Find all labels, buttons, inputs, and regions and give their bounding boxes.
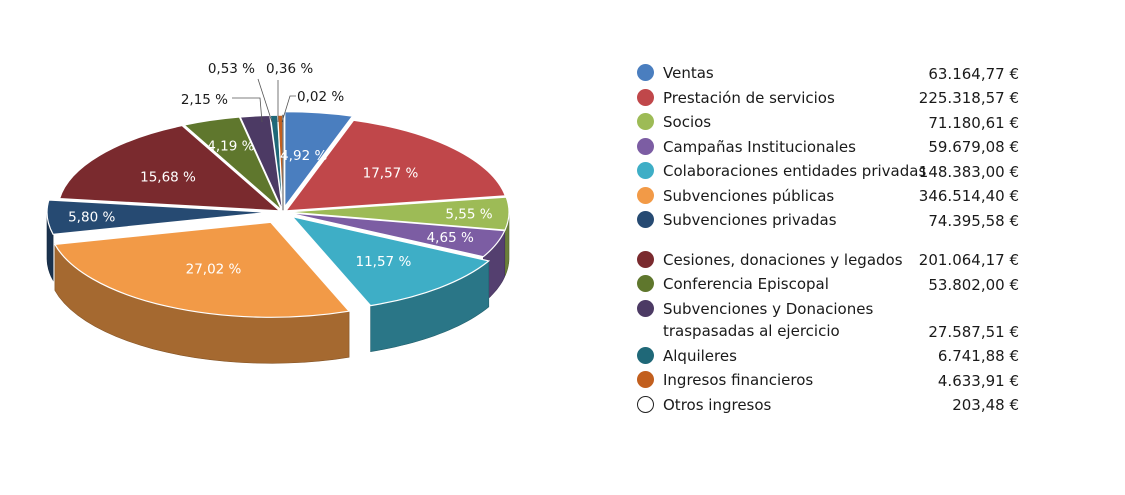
legend-value: 6.741,88 € bbox=[938, 345, 1019, 367]
pie-percent-label: 27,02 % bbox=[186, 262, 242, 278]
legend-row-socios: Socios 71.180,61 € bbox=[634, 111, 1029, 136]
legend-value: 71.180,61 € bbox=[928, 112, 1019, 134]
pie-percent-label: 15,68 % bbox=[140, 170, 196, 186]
legend-swatch bbox=[637, 138, 654, 155]
legend-value: 27.587,51 € bbox=[928, 321, 1019, 343]
pie-percent-label: 4,19 % bbox=[207, 138, 254, 154]
legend-value: 346.514,40 € bbox=[919, 185, 1019, 207]
pie-percent-label: 5,55 % bbox=[445, 206, 492, 222]
legend-row-subvenciones-publicas: Subvenciones públicas 346.514,40 € bbox=[634, 185, 1029, 210]
pie-percent-label: 5,80 % bbox=[68, 209, 115, 225]
legend-value: 148.383,00 € bbox=[919, 161, 1019, 183]
legend-row-ingresos-financieros: Ingresos financieros 4.633,91 € bbox=[634, 369, 1029, 394]
legend-swatch bbox=[637, 187, 654, 204]
legend-swatch bbox=[637, 113, 654, 130]
legend-swatch bbox=[637, 275, 654, 292]
legend-label: Ventas bbox=[663, 62, 714, 84]
legend-swatch bbox=[637, 162, 654, 179]
legend-row-subvenciones-privadas: Subvenciones privadas 74.395,58 € bbox=[634, 209, 1029, 234]
legend-label: Subvenciones públicas bbox=[663, 185, 834, 207]
legend-swatch bbox=[637, 251, 654, 268]
legend-label: Prestación de servicios bbox=[663, 87, 835, 109]
legend-swatch bbox=[637, 371, 654, 388]
pie-percent-label: 0,36 % bbox=[266, 61, 313, 77]
legend-swatch bbox=[637, 211, 654, 228]
pie-percent-label: 4,92 % bbox=[280, 148, 327, 164]
legend-swatch bbox=[637, 89, 654, 106]
legend-swatch bbox=[637, 64, 654, 81]
legend-swatch bbox=[637, 396, 654, 413]
legend-label: Ingresos financieros bbox=[663, 369, 813, 391]
legend: Ventas 63.164,77 € Prestación de servici… bbox=[634, 62, 1029, 418]
legend-label: Colaboraciones entidades privadas bbox=[663, 160, 926, 182]
legend-row-ventas: Ventas 63.164,77 € bbox=[634, 62, 1029, 87]
legend-value: 225.318,57 € bbox=[919, 87, 1019, 109]
legend-value: 4.633,91 € bbox=[938, 370, 1019, 392]
legend-row-campanas-institucionales: Campañas Institucionales 59.679,08 € bbox=[634, 136, 1029, 161]
pie-percent-label: 11,57 % bbox=[356, 254, 412, 270]
legend-label: Alquileres bbox=[663, 345, 737, 367]
legend-row-colaboraciones-privadas: Colaboraciones entidades privadas 148.38… bbox=[634, 160, 1029, 185]
legend-row-conferencia-episcopal: Conferencia Episcopal 53.802,00 € bbox=[634, 273, 1029, 298]
legend-label: Socios bbox=[663, 111, 711, 133]
legend-value: 53.802,00 € bbox=[928, 274, 1019, 296]
legend-label: Subvenciones y Donaciones traspasadas al… bbox=[663, 298, 893, 343]
legend-label: Conferencia Episcopal bbox=[663, 273, 829, 295]
legend-row-cesiones-donaciones: Cesiones, donaciones y legados 201.064,1… bbox=[634, 249, 1029, 274]
pie-tops bbox=[47, 112, 509, 318]
legend-value: 201.064,17 € bbox=[919, 249, 1019, 271]
legend-value: 74.395,58 € bbox=[928, 210, 1019, 232]
legend-value: 203,48 € bbox=[952, 394, 1019, 416]
legend-row-alquileres: Alquileres 6.741,88 € bbox=[634, 345, 1029, 370]
legend-swatch bbox=[637, 347, 654, 364]
legend-row-otros-ingresos: Otros ingresos 203,48 € bbox=[634, 394, 1029, 419]
legend-swatch bbox=[637, 300, 654, 317]
pie-chart: 4,92 % 17,57 % 5,55 % 4,65 % 11,57 % 27,02 % 5… bbox=[0, 0, 590, 491]
legend-label: Otros ingresos bbox=[663, 394, 771, 416]
legend-label: Campañas Institucionales bbox=[663, 136, 856, 158]
pie-percent-label: 17,57 % bbox=[363, 166, 419, 182]
pie-percent-label: 2,15 % bbox=[181, 92, 228, 108]
legend-label: Subvenciones privadas bbox=[663, 209, 837, 231]
legend-row-subvenciones-traspasadas: Subvenciones y Donaciones traspasadas al… bbox=[634, 298, 1029, 345]
pie-percent-label: 0,53 % bbox=[208, 61, 255, 77]
pie-chart-area: 4,92 % 17,57 % 5,55 % 4,65 % 11,57 % 27,02 % 5… bbox=[0, 0, 590, 491]
pie-percent-label: 0,02 % bbox=[297, 89, 344, 105]
pie-percent-label: 4,65 % bbox=[427, 230, 474, 246]
legend-row-prestacion-servicios: Prestación de servicios 225.318,57 € bbox=[634, 87, 1029, 112]
legend-label: Cesiones, donaciones y legados bbox=[663, 249, 903, 271]
legend-value: 63.164,77 € bbox=[928, 63, 1019, 85]
legend-value: 59.679,08 € bbox=[928, 136, 1019, 158]
